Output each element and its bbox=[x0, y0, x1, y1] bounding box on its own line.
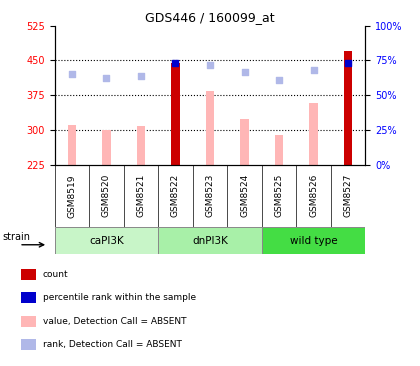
Bar bbox=[275, 135, 284, 165]
Bar bbox=[21, 292, 36, 303]
Point bbox=[207, 61, 213, 67]
Bar bbox=[136, 126, 145, 165]
Point bbox=[345, 60, 352, 66]
Bar bbox=[206, 92, 214, 165]
Point bbox=[68, 71, 75, 77]
Bar bbox=[344, 51, 352, 165]
Text: GSM8521: GSM8521 bbox=[136, 174, 145, 217]
Point bbox=[241, 68, 248, 74]
Text: rank, Detection Call = ABSENT: rank, Detection Call = ABSENT bbox=[43, 340, 182, 349]
Text: caPI3K: caPI3K bbox=[89, 236, 124, 246]
Text: count: count bbox=[43, 270, 68, 279]
Bar bbox=[171, 63, 180, 165]
Bar bbox=[21, 269, 36, 280]
Text: GSM8520: GSM8520 bbox=[102, 174, 111, 217]
Text: GSM8526: GSM8526 bbox=[309, 174, 318, 217]
Text: GSM8519: GSM8519 bbox=[67, 174, 76, 217]
Point bbox=[138, 73, 144, 79]
Text: GSM8525: GSM8525 bbox=[275, 174, 284, 217]
Bar bbox=[102, 130, 111, 165]
Text: GSM8523: GSM8523 bbox=[205, 174, 215, 217]
Bar bbox=[21, 316, 36, 327]
FancyBboxPatch shape bbox=[262, 227, 365, 254]
Point bbox=[310, 67, 317, 73]
Bar bbox=[240, 119, 249, 165]
Point bbox=[103, 75, 110, 81]
Bar bbox=[309, 103, 318, 165]
Bar bbox=[21, 339, 36, 350]
Text: wild type: wild type bbox=[290, 236, 337, 246]
Text: GSM8524: GSM8524 bbox=[240, 174, 249, 217]
Title: GDS446 / 160099_at: GDS446 / 160099_at bbox=[145, 11, 275, 25]
FancyBboxPatch shape bbox=[55, 227, 158, 254]
Point bbox=[276, 77, 282, 83]
Point bbox=[172, 60, 179, 66]
Bar bbox=[68, 125, 76, 165]
FancyBboxPatch shape bbox=[158, 227, 262, 254]
Text: GSM8527: GSM8527 bbox=[344, 174, 353, 217]
Text: dnPI3K: dnPI3K bbox=[192, 236, 228, 246]
Text: GSM8522: GSM8522 bbox=[171, 174, 180, 217]
Text: value, Detection Call = ABSENT: value, Detection Call = ABSENT bbox=[43, 317, 186, 326]
Text: strain: strain bbox=[3, 232, 31, 242]
Text: percentile rank within the sample: percentile rank within the sample bbox=[43, 294, 196, 302]
